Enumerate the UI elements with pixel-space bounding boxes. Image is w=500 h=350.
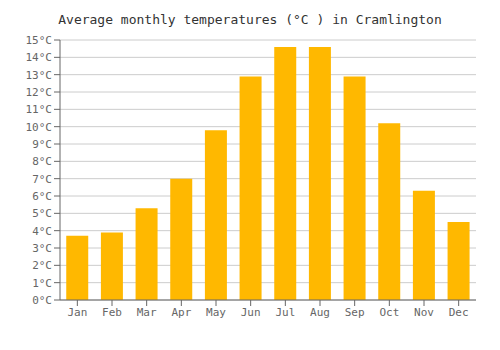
- svg-text:3°C: 3°C: [32, 242, 52, 255]
- svg-text:15°C: 15°C: [26, 34, 53, 47]
- svg-text:12°C: 12°C: [26, 86, 53, 99]
- html-text:Average monthly temperatures (: Average monthly temperatures (°C ) in Cr…: [58, 12, 442, 27]
- svg-text:6°C: 6°C: [32, 190, 52, 203]
- svg-text:Mar: Mar: [137, 306, 157, 319]
- svg-text:4°C: 4°C: [32, 225, 52, 238]
- svg-text:13°C: 13°C: [26, 69, 53, 82]
- svg-text:0°C: 0°C: [32, 294, 52, 307]
- svg-text:Sep: Sep: [345, 306, 365, 319]
- svg-text:8°C: 8°C: [32, 155, 52, 168]
- svg-text:Oct: Oct: [379, 306, 399, 319]
- svg-text:Feb: Feb: [102, 306, 122, 319]
- svg-text:10°C: 10°C: [26, 121, 53, 134]
- svg-text:Dec: Dec: [449, 306, 469, 319]
- svg-text:May: May: [206, 306, 226, 319]
- svg-text:7°C: 7°C: [32, 173, 52, 186]
- svg-text:Jan: Jan: [67, 306, 87, 319]
- svg-text:2°C: 2°C: [32, 259, 52, 272]
- svg-text:Aug: Aug: [310, 306, 330, 319]
- svg-text:Jul: Jul: [275, 306, 295, 319]
- svg-text:14°C: 14°C: [26, 51, 53, 64]
- svg-text:Apr: Apr: [171, 306, 191, 319]
- svg-text:Jun: Jun: [241, 306, 261, 319]
- svg-text:11°C: 11°C: [26, 103, 53, 116]
- svg-text:5°C: 5°C: [32, 207, 52, 220]
- svg-text:9°C: 9°C: [32, 138, 52, 151]
- svg-text:1°C: 1°C: [32, 277, 52, 290]
- svg-text:Nov: Nov: [414, 306, 434, 319]
